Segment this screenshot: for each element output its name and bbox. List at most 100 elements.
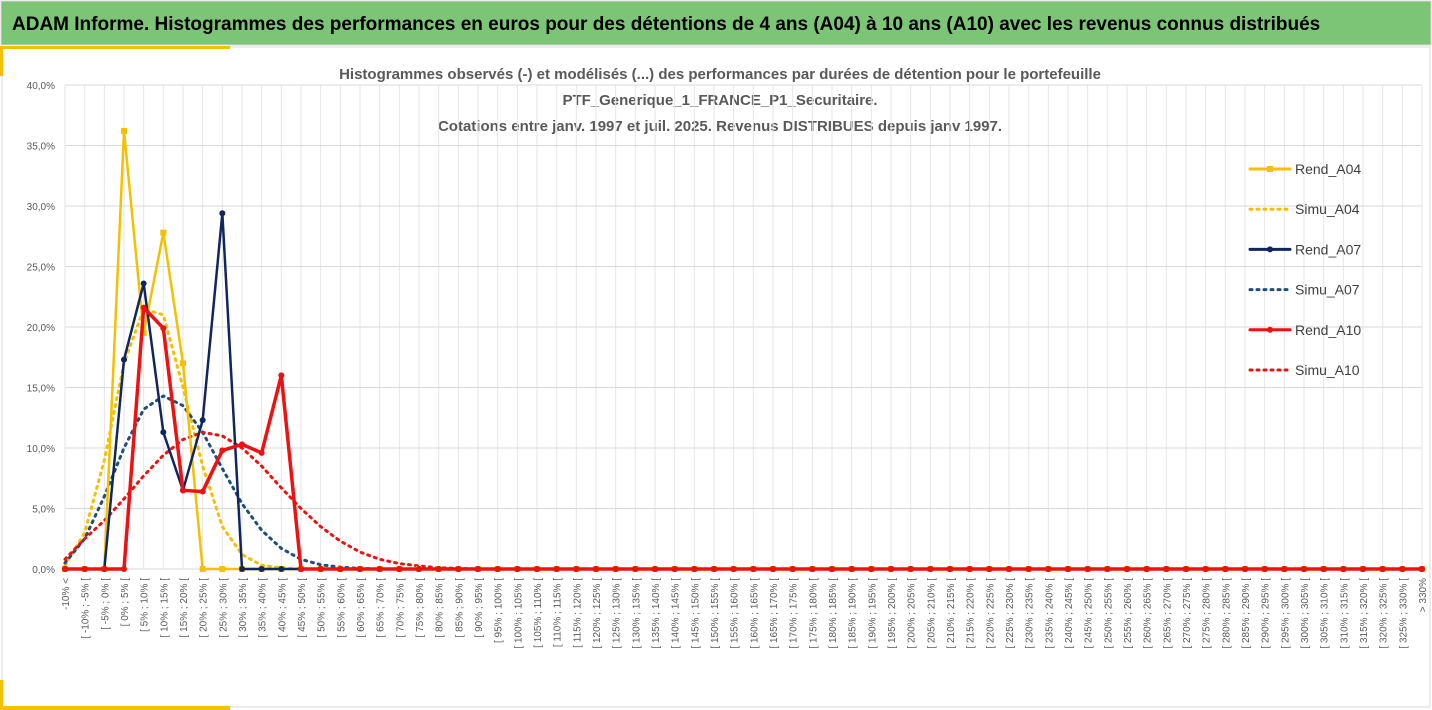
x-tick-label: [ 325% ; 330% [ xyxy=(1398,578,1409,649)
x-tick-label: [ 15% ; 20% [ xyxy=(179,578,190,638)
marker xyxy=(1419,566,1425,572)
x-tick-label: [ 180% ; 185% [ xyxy=(828,578,839,649)
marker xyxy=(81,566,88,572)
marker xyxy=(219,447,226,454)
marker xyxy=(337,566,344,572)
x-tick-label: [ 125% ; 130% [ xyxy=(612,578,623,649)
marker xyxy=(927,566,934,572)
marker xyxy=(396,566,403,572)
x-tick-label: [ 275% ; 280% [ xyxy=(1202,578,1213,649)
marker xyxy=(101,566,108,572)
marker xyxy=(121,127,127,134)
x-tick-label: [ 210% ; 215% [ xyxy=(946,578,957,649)
legend-marker xyxy=(1267,326,1273,333)
x-tick-label: [ 185% ; 190% [ xyxy=(848,578,859,649)
x-tick-label: [ 70% ; 75% [ xyxy=(395,578,406,638)
marker xyxy=(1143,566,1150,572)
x-tick-label: [ 200% ; 205% [ xyxy=(907,578,918,649)
x-tick-label: [ 85% ; 90% [ xyxy=(454,578,465,638)
chart-frame xyxy=(1,46,1431,708)
marker xyxy=(62,566,68,572)
marker xyxy=(1006,566,1012,572)
x-tick-label: [ 290% ; 295% [ xyxy=(1261,578,1272,649)
x-tick-label: [ 280% ; 285% [ xyxy=(1221,578,1232,649)
marker xyxy=(239,566,245,572)
y-tick-label: 10,0% xyxy=(27,444,55,455)
x-tick-label: [ 225% ; 230% [ xyxy=(1005,578,1016,649)
marker xyxy=(1084,566,1091,572)
marker xyxy=(180,487,186,494)
observed-line xyxy=(63,305,1424,571)
marker xyxy=(121,566,127,572)
x-tick-label: [ 135% ; 140% [ xyxy=(651,578,662,649)
marker xyxy=(652,566,658,572)
marker xyxy=(1065,566,1071,572)
marker xyxy=(435,566,442,572)
marker xyxy=(1320,566,1327,572)
x-tick-label: [ 270% ; 275% [ xyxy=(1182,578,1193,649)
marker xyxy=(140,280,147,287)
x-tick-label: [ 235% ; 240% [ xyxy=(1044,578,1055,649)
x-tick-label: [ 230% ; 235% [ xyxy=(1025,578,1036,649)
legend-label: Simu_A04 xyxy=(1295,201,1360,217)
marker xyxy=(1183,566,1189,572)
marker xyxy=(770,566,776,572)
chart-subtitle: PTF_Generique_1_FRANCE_P1_Securitaire. xyxy=(562,92,877,109)
x-tick-label: [ 0% ; 5% [ xyxy=(120,578,131,627)
x-tick-label: [ 320% ; 325% [ xyxy=(1379,578,1390,649)
marker xyxy=(357,566,363,572)
marker xyxy=(1281,566,1288,572)
x-tick-label: [ 315% ; 320% [ xyxy=(1359,578,1370,649)
x-tick-label: [ 140% ; 145% [ xyxy=(671,578,682,649)
marker xyxy=(1379,566,1386,572)
accent xyxy=(0,680,3,710)
marker xyxy=(632,566,639,572)
marker xyxy=(258,566,265,572)
header-title: ADAM Informe. Histogrammes des performan… xyxy=(12,14,1320,35)
marker xyxy=(1399,566,1406,572)
x-tick-label: [ 10% ; 15% [ xyxy=(159,578,170,638)
x-tick-label: [ 165% ; 170% [ xyxy=(769,578,780,649)
marker xyxy=(121,356,127,363)
marker xyxy=(1360,566,1366,572)
y-tick-label: 20,0% xyxy=(27,323,55,334)
marker xyxy=(475,566,481,572)
legend-label: Rend_A04 xyxy=(1295,161,1361,177)
x-tick-label: [ 195% ; 200% [ xyxy=(887,578,898,649)
marker xyxy=(160,325,167,332)
x-tick-label: [ 50% ; 55% [ xyxy=(317,578,328,638)
x-tick-label: [ 145% ; 150% [ xyxy=(690,578,701,649)
marker xyxy=(612,566,619,572)
marker xyxy=(986,566,993,572)
marker xyxy=(376,566,383,572)
marker xyxy=(1104,566,1111,572)
marker xyxy=(1025,566,1032,572)
marker xyxy=(1261,566,1268,572)
marker xyxy=(730,566,737,572)
x-tick-label: [ 130% ; 135% [ xyxy=(631,578,642,649)
x-tick-label: [ 255% ; 260% [ xyxy=(1123,578,1134,649)
marker xyxy=(868,566,875,572)
marker xyxy=(809,566,816,572)
x-tick-label: [ 245% ; 250% [ xyxy=(1084,578,1095,649)
x-tick-label: > 330% xyxy=(1418,578,1429,612)
accent xyxy=(0,46,3,76)
x-tick-label: [ 25% ; 30% [ xyxy=(218,578,229,638)
marker xyxy=(416,566,422,572)
marker xyxy=(1124,566,1130,572)
x-tick-label: [ -5% ; 0% [ xyxy=(100,578,111,630)
x-tick-label: [ 190% ; 195% [ xyxy=(867,578,878,649)
x-tick-label: [ 5% ; 10% [ xyxy=(140,578,151,632)
x-tick-label: [ 30% ; 35% [ xyxy=(238,578,249,638)
x-tick-label: [ 40% ; 45% [ xyxy=(277,578,288,638)
marker xyxy=(160,429,167,436)
marker xyxy=(573,566,580,572)
marker xyxy=(1202,566,1209,572)
grid: -10% < [ -10% ; -5% [[ -5% ; 0% [[ 0% ; 5… xyxy=(27,81,1429,649)
marker xyxy=(1222,566,1229,572)
x-tick-label: [ 95% ; 100% [ xyxy=(494,578,505,643)
marker xyxy=(298,566,304,572)
y-tick-label: 25,0% xyxy=(27,263,55,274)
marker xyxy=(829,566,835,572)
